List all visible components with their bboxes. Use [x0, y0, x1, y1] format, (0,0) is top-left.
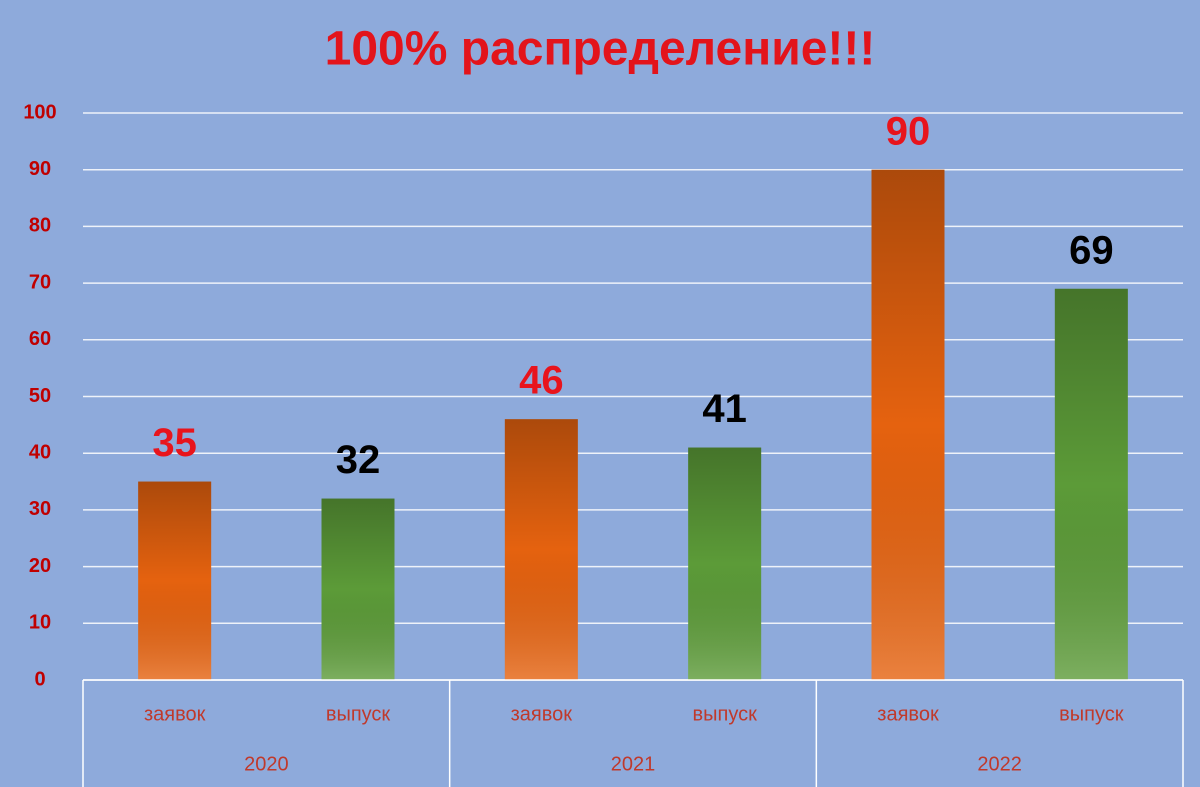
y-tick-label: 70 — [29, 271, 51, 293]
x-tick-label: заявок — [144, 703, 206, 725]
x-tick-label: заявок — [877, 703, 939, 725]
bar-shade — [138, 481, 212, 680]
x-tick-label: выпуск — [326, 703, 391, 725]
y-tick-label: 30 — [29, 498, 51, 520]
bar-shade — [1054, 288, 1128, 680]
x-tick-label: заявок — [511, 703, 573, 725]
bar-shade — [504, 419, 578, 680]
y-tick-label: 20 — [29, 555, 51, 577]
value-label: 90 — [886, 109, 931, 153]
y-tick-label: 80 — [29, 215, 51, 237]
group-label: 2020 — [244, 753, 289, 775]
value-label: 46 — [519, 359, 564, 403]
bar-shade — [871, 169, 945, 680]
value-label: 69 — [1069, 228, 1114, 272]
chart-title: 100% распределение!!! — [325, 23, 876, 76]
y-tick-label: 90 — [29, 158, 51, 180]
y-tick-label: 10 — [29, 612, 51, 634]
group-label: 2022 — [977, 753, 1022, 775]
value-label: 32 — [336, 438, 381, 482]
x-tick-label: выпуск — [1059, 703, 1124, 725]
x-tick-label: выпуск — [692, 703, 757, 725]
group-label: 2021 — [611, 753, 656, 775]
y-tick-label: 100 — [23, 101, 56, 123]
value-label: 35 — [152, 421, 197, 465]
y-tick-label: 50 — [29, 385, 51, 407]
bar-shade — [688, 447, 762, 680]
y-tick-label: 40 — [29, 441, 51, 463]
y-tick-label: 60 — [29, 328, 51, 350]
bar-shade — [321, 498, 395, 680]
y-tick-label: 0 — [34, 668, 45, 690]
value-label: 41 — [702, 387, 747, 431]
